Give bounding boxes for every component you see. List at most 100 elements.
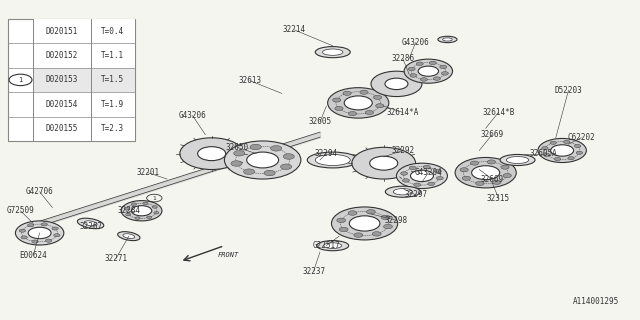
Text: G72509: G72509 [6, 206, 35, 215]
Circle shape [404, 59, 452, 83]
Text: D020155: D020155 [45, 124, 78, 133]
Circle shape [416, 62, 423, 66]
Ellipse shape [316, 47, 350, 58]
Circle shape [403, 179, 410, 182]
Circle shape [131, 203, 136, 205]
Text: 32605: 32605 [308, 117, 332, 126]
Circle shape [396, 163, 447, 188]
Circle shape [371, 71, 422, 97]
Text: G43206: G43206 [402, 38, 429, 47]
Ellipse shape [307, 152, 358, 168]
Text: 32614*B: 32614*B [482, 108, 515, 117]
Circle shape [428, 182, 435, 186]
Circle shape [121, 201, 162, 221]
Text: 32201: 32201 [136, 168, 159, 177]
Circle shape [568, 156, 574, 160]
Text: 1: 1 [19, 77, 22, 83]
Circle shape [354, 233, 363, 237]
Text: 32214: 32214 [283, 25, 306, 35]
Circle shape [435, 170, 442, 173]
FancyBboxPatch shape [33, 68, 135, 92]
Text: T=1.5: T=1.5 [101, 76, 124, 84]
Circle shape [564, 140, 570, 143]
FancyBboxPatch shape [33, 19, 135, 43]
Ellipse shape [323, 49, 343, 55]
Circle shape [28, 227, 51, 239]
Circle shape [455, 157, 516, 188]
Circle shape [370, 156, 397, 170]
Circle shape [180, 138, 244, 170]
Circle shape [576, 151, 582, 154]
Text: 32669: 32669 [481, 174, 504, 184]
FancyBboxPatch shape [33, 92, 135, 116]
Circle shape [408, 67, 415, 71]
Text: 32286: 32286 [391, 54, 415, 63]
Text: E00624: E00624 [19, 251, 47, 260]
Circle shape [45, 239, 52, 242]
Ellipse shape [118, 232, 140, 241]
Circle shape [271, 146, 282, 151]
Text: 32298: 32298 [385, 216, 408, 225]
FancyBboxPatch shape [33, 43, 135, 68]
Text: D52203: D52203 [555, 86, 582, 95]
Circle shape [433, 77, 440, 80]
Circle shape [385, 78, 408, 90]
Circle shape [152, 206, 157, 208]
Text: G22517: G22517 [312, 241, 340, 250]
Circle shape [41, 223, 47, 226]
Circle shape [352, 147, 415, 179]
Circle shape [131, 206, 152, 216]
Circle shape [413, 183, 420, 187]
Circle shape [246, 152, 278, 168]
Circle shape [460, 168, 468, 172]
Circle shape [264, 170, 275, 176]
FancyBboxPatch shape [33, 116, 135, 141]
Text: D020153: D020153 [45, 76, 78, 84]
Circle shape [328, 88, 389, 118]
Circle shape [401, 172, 408, 175]
Circle shape [372, 232, 381, 236]
Text: 32284: 32284 [117, 206, 140, 215]
Circle shape [244, 169, 255, 174]
Text: 32292: 32292 [391, 146, 415, 155]
Text: 32271: 32271 [104, 254, 127, 263]
Text: G42706: G42706 [26, 187, 54, 196]
Circle shape [543, 153, 550, 156]
Circle shape [373, 95, 381, 100]
Circle shape [409, 166, 416, 170]
Circle shape [470, 161, 479, 165]
Circle shape [280, 164, 292, 170]
Circle shape [198, 147, 226, 161]
Circle shape [410, 74, 417, 77]
Circle shape [554, 157, 561, 161]
Circle shape [418, 66, 438, 76]
Circle shape [54, 234, 60, 237]
Text: C62202: C62202 [568, 133, 595, 142]
Text: 32297: 32297 [404, 190, 427, 199]
Circle shape [337, 218, 346, 222]
Circle shape [135, 217, 140, 220]
Text: D020151: D020151 [45, 27, 78, 36]
Circle shape [147, 216, 152, 219]
Circle shape [436, 177, 444, 180]
Circle shape [410, 170, 433, 181]
Circle shape [52, 227, 58, 230]
Text: 32294: 32294 [315, 149, 338, 158]
Circle shape [349, 216, 380, 231]
Circle shape [126, 213, 131, 216]
Ellipse shape [123, 234, 135, 238]
Circle shape [360, 90, 368, 94]
Circle shape [472, 166, 500, 180]
Text: 32315: 32315 [487, 194, 510, 203]
Circle shape [383, 224, 392, 229]
Circle shape [332, 207, 397, 240]
Ellipse shape [506, 156, 529, 164]
Ellipse shape [317, 241, 349, 251]
Circle shape [381, 215, 390, 220]
Circle shape [487, 160, 495, 164]
Circle shape [28, 224, 34, 227]
Circle shape [550, 145, 573, 156]
Ellipse shape [394, 188, 412, 195]
Ellipse shape [385, 186, 420, 197]
Circle shape [503, 173, 511, 178]
